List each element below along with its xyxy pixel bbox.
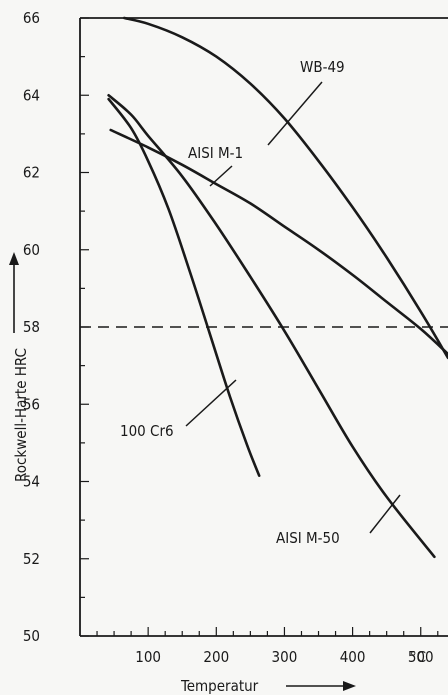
series-label-aisi-m-1: AISI M-1 [188,144,243,162]
y-tick-label: 60 [23,241,40,259]
x-unit-label: °C [410,648,426,666]
tick-marks [80,17,439,637]
y-tick-label: 50 [23,627,40,645]
x-tick-label: 500 [408,648,434,666]
y-tick-label: 58 [23,318,40,336]
leader-line-aisi-m-1 [209,165,233,187]
y-tick-label: 54 [23,473,40,491]
x-tick-label: 400 [340,648,366,666]
series-line-wb-49 [123,16,448,360]
series-line-aisi-m-50 [107,94,436,559]
leader-line-aisi-m-50 [369,494,401,534]
y-tick-label: 64 [23,86,40,104]
tick-labels: 100 200 300 400 500°C 50 52 54 56 58 60 62 64 66 [23,9,434,666]
y-tick-label: 66 [23,9,40,27]
leader-line-wb-49 [267,81,323,146]
x-tick-label: 300 [272,648,298,666]
x-axis-arrow [286,681,356,691]
y-tick-label: 56 [23,395,40,413]
y-axis-title: Rockwell-Harte HRC [12,348,30,482]
y-tick-label: 62 [23,164,40,182]
leader-line-100-cr6 [185,379,237,427]
curve-labels: WB-49 AISI M-1 AISI M-50 100 Cr6 [120,58,345,547]
series-line-100-cr6 [107,97,261,477]
curves [107,16,448,559]
series-label-wb-49: WB-49 [300,58,345,76]
y-tick-label: 52 [23,550,40,568]
label-leader-lines [185,81,401,534]
x-tick-label: 100 [135,648,161,666]
series-label-100-cr6: 100 Cr6 [120,422,174,440]
x-tick-label: 200 [203,648,229,666]
series-line-aisi-m-1 [109,128,448,356]
x-axis-title: Temperatur [180,677,259,695]
y-axis-arrow [9,252,19,333]
series-label-aisi-m-50: AISI M-50 [276,529,340,547]
